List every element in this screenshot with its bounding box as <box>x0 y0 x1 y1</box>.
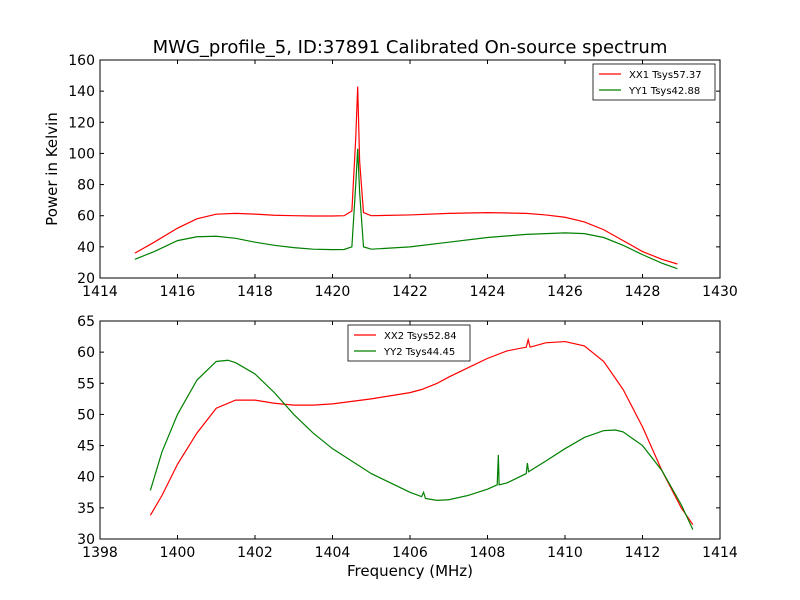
top-series-line-1 <box>134 86 678 265</box>
bottom-y-tick-label: 35 <box>77 501 95 517</box>
top-x-tick-label: 1426 <box>547 284 583 300</box>
bottom-x-axis-label: Frequency (MHz) <box>347 562 473 580</box>
bottom-legend-label: XX2 Tsys52.84 <box>384 331 457 342</box>
top-y-tick-label: 60 <box>77 209 95 225</box>
bottom-x-tick-label: 1406 <box>392 545 428 561</box>
top-x-tick-label: 1418 <box>237 284 273 300</box>
bottom-x-tick-label: 1402 <box>237 545 273 561</box>
top-y-axis-label: Power in Kelvin <box>43 112 61 226</box>
top-y-tick-label: 20 <box>77 271 95 287</box>
bottom-series-group <box>149 337 694 530</box>
chart-bottom-panel: 1398 1400 1402 1404 1406 1408 1410 1412 1414 30 35… <box>77 314 738 580</box>
top-x-tick-label: 1422 <box>392 284 428 300</box>
top-x-tick-label: 1414 <box>82 284 118 300</box>
top-x-tick-label: 1430 <box>702 284 738 300</box>
bottom-legend-box <box>347 324 471 362</box>
top-series-line-2 <box>134 148 678 270</box>
bottom-series-line-1 <box>149 337 694 526</box>
top-y-tick-label: 160 <box>68 53 95 69</box>
top-series-group <box>134 86 678 270</box>
top-y-tick-label: 40 <box>77 240 95 256</box>
bottom-y-tick-label: 50 <box>77 407 95 423</box>
bottom-y-tick-label: 55 <box>77 376 95 392</box>
top-x-tick-label: 1428 <box>625 284 661 300</box>
bottom-series-line-2 <box>149 359 694 530</box>
bottom-x-tick-label: 1408 <box>470 545 506 561</box>
top-x-tick-label: 1416 <box>160 284 196 300</box>
top-x-tick-label: 1424 <box>470 284 506 300</box>
top-y-tick-label: 80 <box>77 178 95 194</box>
top-legend-label: YY1 Tsys42.88 <box>628 86 700 97</box>
top-y-tick-label: 100 <box>68 146 95 162</box>
bottom-x-tick-label: 1400 <box>160 545 196 561</box>
bottom-legend: XX2 Tsys52.84 YY2 Tsys44.45 <box>347 324 471 362</box>
bottom-x-tick-label: 1414 <box>702 545 738 561</box>
bottom-y-tick-label: 65 <box>77 314 95 330</box>
bottom-x-tick-label: 1412 <box>625 545 661 561</box>
top-x-tick-label: 1420 <box>315 284 351 300</box>
chart-title: MWG_profile_5, ID:37891 Calibrated On-so… <box>153 37 668 58</box>
bottom-y-tick-label: 60 <box>77 345 95 361</box>
top-legend-box <box>592 63 716 101</box>
top-legend: XX1 Tsys57.37 YY1 Tsys42.88 <box>592 63 716 101</box>
top-y-tick-label: 120 <box>68 115 95 131</box>
bottom-legend-label: YY2 Tsys44.45 <box>383 347 455 358</box>
bottom-x-tick-label: 1410 <box>547 545 583 561</box>
bottom-y-tick-label: 45 <box>77 439 95 455</box>
bottom-x-tick-label: 1404 <box>315 545 351 561</box>
bottom-x-tick-label: 1398 <box>82 545 118 561</box>
chart-top-panel: 1414 1416 1418 1420 1422 1424 1426 1428 1430 20 40… <box>43 53 738 300</box>
top-y-tick-label: 140 <box>68 84 95 100</box>
bottom-y-tick-label: 40 <box>77 470 95 486</box>
top-legend-label: XX1 Tsys57.37 <box>629 70 702 81</box>
bottom-y-tick-label: 30 <box>77 532 95 548</box>
